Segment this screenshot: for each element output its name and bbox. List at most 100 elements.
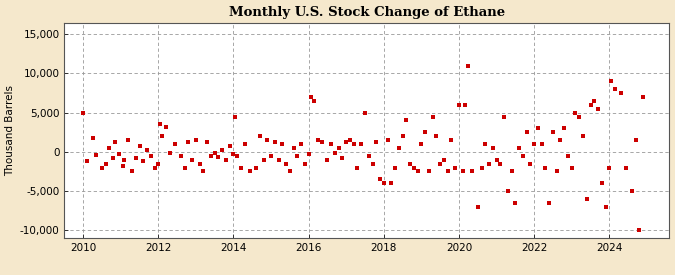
Point — [333, 146, 344, 150]
Point — [142, 148, 153, 152]
Point — [224, 143, 235, 148]
Point — [480, 142, 491, 146]
Point — [459, 103, 470, 107]
Point — [161, 125, 171, 129]
Point — [463, 64, 474, 68]
Point — [348, 142, 359, 146]
Point — [138, 159, 148, 163]
Point — [585, 103, 596, 107]
Point — [555, 138, 566, 142]
Point — [412, 169, 423, 174]
Point — [258, 158, 269, 162]
Point — [604, 165, 615, 170]
Point — [329, 151, 340, 156]
Point — [221, 158, 232, 162]
Point — [416, 142, 427, 146]
Point — [309, 99, 320, 103]
Point — [254, 134, 265, 138]
Point — [262, 138, 273, 142]
Point — [394, 146, 404, 150]
Point — [487, 146, 498, 150]
Point — [495, 161, 506, 166]
Point — [183, 140, 194, 145]
Point — [386, 181, 397, 185]
Point — [194, 161, 205, 166]
Point — [458, 169, 468, 174]
Point — [466, 169, 477, 174]
Point — [155, 122, 165, 127]
Point — [446, 138, 457, 142]
Point — [476, 165, 487, 170]
Point — [499, 114, 510, 119]
Point — [91, 153, 102, 157]
Point — [578, 134, 589, 138]
Point — [236, 165, 246, 170]
Point — [634, 228, 645, 232]
Point — [551, 169, 562, 174]
Point — [228, 152, 239, 156]
Point — [317, 140, 327, 145]
Point — [382, 138, 393, 142]
Title: Monthly U.S. Stock Change of Ethane: Monthly U.S. Stock Change of Ethane — [229, 6, 505, 18]
Point — [230, 114, 241, 119]
Point — [134, 143, 145, 148]
Point — [104, 146, 115, 150]
Point — [213, 154, 224, 159]
Point — [630, 138, 641, 142]
Point — [187, 158, 198, 162]
Point — [153, 161, 164, 166]
Point — [540, 165, 551, 170]
Point — [533, 126, 543, 131]
Point — [322, 158, 333, 162]
Point — [593, 106, 603, 111]
Point — [284, 169, 295, 174]
Point — [371, 140, 381, 145]
Point — [232, 153, 242, 158]
Point — [123, 138, 134, 142]
Point — [514, 146, 524, 150]
Point — [427, 114, 438, 119]
Point — [170, 142, 181, 146]
Point — [450, 165, 460, 170]
Point — [423, 169, 434, 174]
Point — [562, 153, 573, 158]
Point — [145, 153, 156, 158]
Point — [82, 159, 92, 163]
Point — [164, 151, 175, 156]
Point — [269, 140, 280, 145]
Point — [536, 142, 547, 146]
Point — [341, 140, 352, 145]
Point — [638, 95, 649, 99]
Point — [454, 103, 464, 107]
Point — [300, 161, 310, 166]
Point — [117, 164, 128, 168]
Point — [615, 91, 626, 95]
Point — [87, 136, 98, 140]
Point — [273, 158, 284, 162]
Point — [379, 181, 389, 185]
Point — [179, 165, 190, 170]
Point — [529, 142, 539, 146]
Point — [626, 189, 637, 193]
Point — [313, 138, 323, 142]
Point — [484, 161, 495, 166]
Point — [597, 181, 608, 185]
Point — [442, 169, 453, 174]
Point — [389, 165, 400, 170]
Point — [363, 153, 374, 158]
Point — [506, 169, 517, 174]
Point — [566, 165, 577, 170]
Point — [521, 130, 532, 134]
Point — [157, 134, 167, 138]
Point — [217, 148, 227, 152]
Point — [78, 111, 88, 115]
Point — [296, 142, 306, 146]
Point — [356, 142, 367, 146]
Point — [401, 118, 412, 123]
Point — [352, 165, 363, 170]
Point — [109, 140, 120, 145]
Point — [431, 134, 442, 138]
Point — [367, 161, 378, 166]
Point — [621, 165, 632, 170]
Point — [97, 165, 107, 170]
